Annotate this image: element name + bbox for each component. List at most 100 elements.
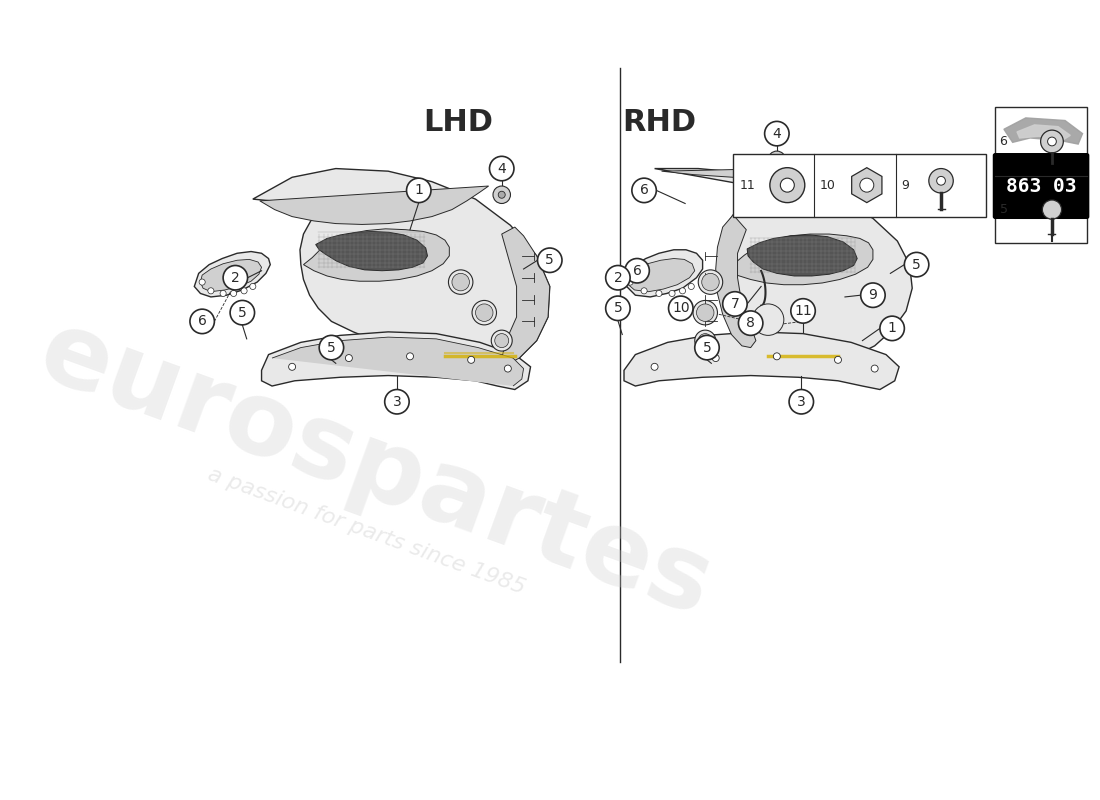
Polygon shape [253,169,550,375]
Circle shape [492,330,513,351]
FancyBboxPatch shape [993,154,1089,218]
Text: 10: 10 [820,178,836,192]
Text: 2: 2 [231,270,240,285]
Circle shape [538,248,562,273]
Text: 11: 11 [740,178,756,192]
Bar [996,107,1087,242]
Circle shape [1047,137,1056,146]
Circle shape [651,363,658,370]
Text: 8: 8 [746,316,755,330]
Circle shape [627,279,634,285]
Text: 5: 5 [1000,203,1008,216]
Circle shape [698,334,712,347]
Circle shape [738,311,763,335]
Circle shape [773,156,780,163]
Circle shape [1043,200,1062,219]
Circle shape [498,191,505,198]
Text: eurospartes: eurospartes [25,302,725,638]
Text: 11: 11 [794,304,812,318]
Circle shape [606,296,630,321]
Circle shape [768,151,785,169]
Circle shape [606,266,630,290]
Polygon shape [716,215,756,347]
Circle shape [937,177,945,185]
Circle shape [468,356,475,363]
Circle shape [631,178,657,202]
Circle shape [345,354,352,362]
Text: 6: 6 [632,264,641,278]
Circle shape [693,301,717,325]
Circle shape [641,288,647,294]
Circle shape [250,283,256,290]
Text: RHD: RHD [621,108,696,137]
Text: 863 03: 863 03 [1005,177,1076,195]
Circle shape [723,292,747,316]
Text: 9: 9 [869,288,878,302]
Polygon shape [661,166,894,178]
Text: 6: 6 [640,183,649,198]
Circle shape [698,270,723,294]
Circle shape [656,290,662,297]
Text: 5: 5 [238,306,246,320]
Circle shape [223,266,248,290]
Circle shape [407,353,414,360]
Circle shape [789,390,814,414]
Circle shape [669,296,693,321]
Text: 4: 4 [772,126,781,141]
Text: 1: 1 [415,183,424,198]
Polygon shape [262,332,530,390]
Circle shape [764,122,789,146]
Circle shape [669,290,675,297]
Circle shape [680,288,685,294]
Polygon shape [624,332,899,390]
Text: 5: 5 [703,341,712,354]
Polygon shape [1004,118,1082,144]
Circle shape [199,279,206,285]
Circle shape [231,290,236,297]
Circle shape [773,353,780,360]
Circle shape [452,274,470,291]
Circle shape [504,365,512,372]
Polygon shape [502,227,550,365]
Text: LHD: LHD [424,108,493,137]
Circle shape [241,288,248,294]
Circle shape [835,356,842,363]
Text: 10: 10 [672,302,690,315]
Circle shape [475,304,493,322]
Text: 4: 4 [497,162,506,175]
Polygon shape [726,234,873,285]
Text: 3: 3 [393,394,402,409]
Circle shape [495,334,508,347]
Text: 1: 1 [888,322,896,335]
Polygon shape [759,313,777,326]
Polygon shape [272,337,524,386]
Circle shape [695,335,719,360]
Circle shape [752,304,784,335]
Circle shape [220,290,227,297]
Circle shape [407,178,431,202]
Circle shape [208,288,213,294]
Polygon shape [627,250,703,297]
Polygon shape [654,169,912,362]
Polygon shape [200,259,262,292]
Circle shape [712,354,719,362]
Circle shape [696,304,714,322]
Circle shape [695,330,716,351]
Text: 6: 6 [1000,135,1008,148]
Circle shape [928,169,954,193]
Circle shape [791,298,815,323]
Circle shape [472,301,496,325]
Text: 2: 2 [614,270,623,285]
Circle shape [493,186,510,203]
Text: 9: 9 [901,178,909,192]
Circle shape [871,365,878,372]
Circle shape [385,390,409,414]
Circle shape [190,309,214,334]
Circle shape [860,283,886,307]
Polygon shape [747,235,857,276]
Circle shape [319,335,343,360]
Polygon shape [851,168,882,202]
Circle shape [490,156,514,181]
Text: 7: 7 [730,297,739,311]
Text: a passion for parts since 1985: a passion for parts since 1985 [205,464,528,598]
